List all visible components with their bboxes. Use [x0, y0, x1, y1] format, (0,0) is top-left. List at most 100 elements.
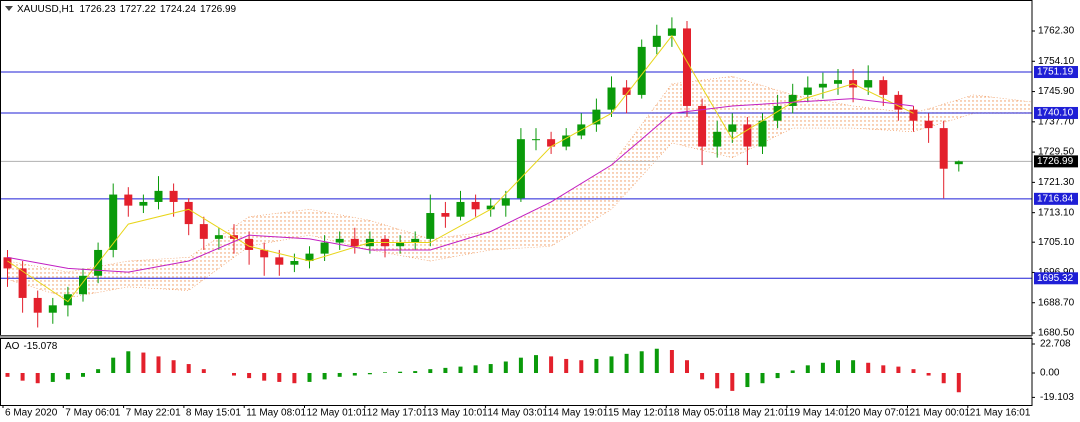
candle-body	[109, 194, 118, 250]
ao-bar	[715, 372, 720, 389]
ao-bar	[820, 362, 825, 373]
y-tick-label: 1762.30	[1038, 26, 1075, 37]
ao-bar	[654, 348, 659, 373]
x-tick-label: 14 May 19:01	[548, 408, 609, 419]
candle-body	[456, 201, 465, 217]
candle-body	[864, 80, 873, 88]
ao-bar	[730, 372, 735, 391]
candle-body	[667, 28, 676, 36]
candle-body	[713, 131, 722, 147]
ao-bar	[790, 370, 795, 373]
candle-body	[939, 128, 948, 169]
ao-bar	[443, 367, 448, 373]
candle-body	[622, 87, 631, 95]
x-tick-label: 7 May 22:01	[126, 408, 181, 419]
x-tick-label: 21 May 16:01	[970, 408, 1031, 419]
ao-bar	[337, 372, 342, 377]
ao-bar	[50, 372, 55, 382]
candle-body	[335, 238, 344, 243]
ao-bar	[518, 357, 523, 373]
ao-bar	[594, 358, 599, 373]
x-tick-label: 18 May 21:01	[729, 408, 790, 419]
x-tick-label: 15 May 12:01	[608, 408, 669, 419]
panel-separator	[0, 335, 1032, 338]
candle-body	[637, 46, 646, 95]
ao-bar	[156, 356, 161, 373]
y-tick-label: 1754.10	[1038, 56, 1075, 67]
candle-body	[486, 205, 495, 210]
level-label: 1716.84	[1037, 193, 1074, 204]
candle-body	[3, 257, 12, 269]
ao-bar	[866, 362, 871, 373]
ao-bar	[5, 372, 10, 377]
level-label-box	[1034, 66, 1078, 79]
header-low: 1724.24	[160, 4, 197, 15]
candle-body	[547, 139, 556, 147]
y-tick-label: 1737.70	[1038, 116, 1075, 127]
ao-bar	[700, 372, 705, 380]
ao-bar	[639, 351, 644, 373]
ao-bar	[307, 372, 312, 382]
x-tick-label: 19 May 14:01	[789, 408, 850, 419]
axes: 1762.30 1754.10 1745.90 1737.70 1729.50 1721.…	[2, 26, 1078, 419]
x-tick-label: 21 May 00:01	[910, 408, 971, 419]
candle-body	[803, 87, 812, 95]
ao-border	[0, 338, 1033, 406]
candle-body	[471, 201, 480, 210]
level-label: 1695.32	[1037, 273, 1074, 284]
candle-body	[879, 80, 888, 95]
ao-bar	[926, 372, 931, 376]
ao-bar	[745, 372, 750, 388]
candle-body	[139, 201, 148, 206]
ao-bar	[805, 365, 810, 373]
candle-body	[350, 238, 359, 247]
candle-body	[184, 201, 193, 225]
candle-body	[773, 105, 782, 121]
candle-body	[214, 235, 223, 239]
ao-bar	[503, 361, 508, 373]
ao-bar	[534, 355, 538, 373]
ao-last-value: -15.078	[23, 341, 57, 352]
ao-bar	[201, 369, 206, 373]
ao-bar	[669, 350, 674, 373]
ao-bar	[760, 372, 765, 384]
ao-bar	[65, 372, 70, 380]
candle-body	[562, 135, 571, 147]
ao-bar	[247, 372, 252, 379]
candle-body	[260, 249, 269, 258]
candle-body	[501, 198, 510, 206]
candle-body	[199, 224, 208, 239]
ao-bar	[126, 351, 131, 373]
candle-body	[607, 87, 616, 110]
ao-bar	[775, 372, 780, 379]
ao-bar	[624, 353, 629, 373]
ao-bar	[292, 372, 297, 384]
ao-bar	[141, 352, 146, 373]
candle-body	[396, 242, 405, 247]
candle-body	[909, 109, 918, 121]
y-tick-label: 1745.90	[1038, 86, 1075, 97]
candle-body	[275, 257, 284, 265]
ao-bar	[171, 360, 176, 373]
candle-body	[532, 139, 540, 141]
moving-average	[7, 34, 914, 303]
x-tick-label: 14 May 03:01	[487, 408, 548, 419]
candle-body	[63, 294, 72, 306]
ao-bar	[685, 360, 689, 373]
candle-body	[743, 124, 752, 147]
candle-body	[441, 213, 450, 217]
ao-bar	[473, 365, 478, 373]
candle-body	[18, 268, 27, 298]
candle-body	[290, 261, 299, 265]
ao-bar	[579, 360, 584, 373]
ao-bar	[383, 372, 387, 373]
ao-bar	[941, 372, 946, 384]
ao-bar	[564, 358, 569, 373]
candle-body	[154, 190, 163, 202]
ao-bar	[609, 356, 614, 373]
y-tick-label: 1680.50	[1038, 328, 1075, 339]
ao-bar	[488, 364, 493, 373]
candle-body	[834, 80, 842, 84]
ao-bar	[413, 371, 418, 373]
